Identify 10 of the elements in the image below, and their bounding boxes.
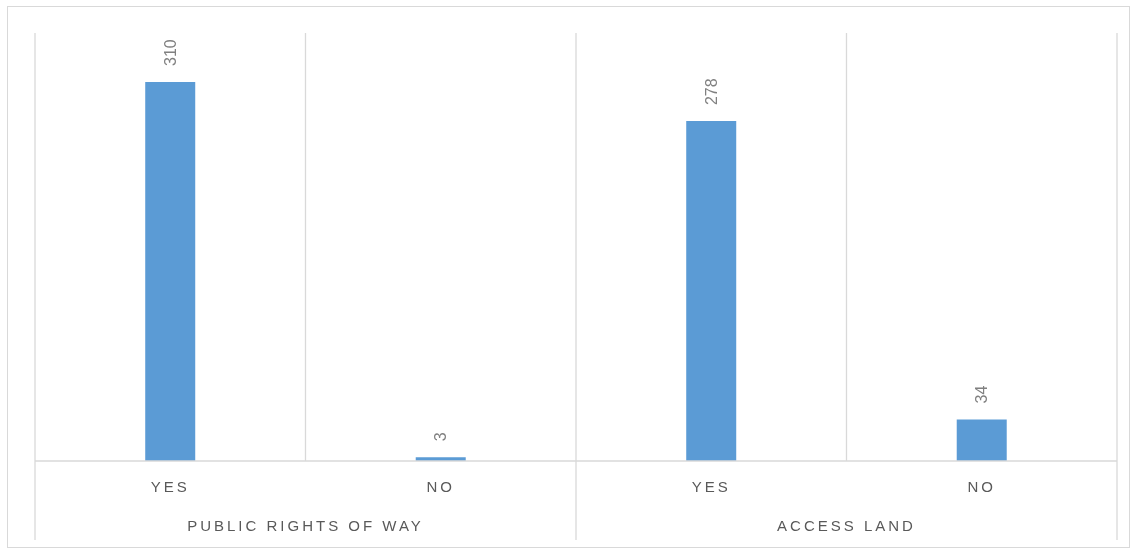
x-tick-label: YES [691, 477, 731, 495]
text: PUBLIC RIGHTS OF WAY [187, 516, 424, 534]
x-tick-label: YES [150, 477, 190, 495]
data-label: 34 [973, 385, 991, 404]
data-label: 278 [702, 78, 720, 106]
x-tick-label: NO [426, 477, 455, 495]
x-tick-label: NO [967, 477, 996, 495]
data-label: 3 [432, 432, 450, 442]
text: ACCESS LAND [777, 516, 916, 534]
data-label: 310 [161, 39, 179, 66]
